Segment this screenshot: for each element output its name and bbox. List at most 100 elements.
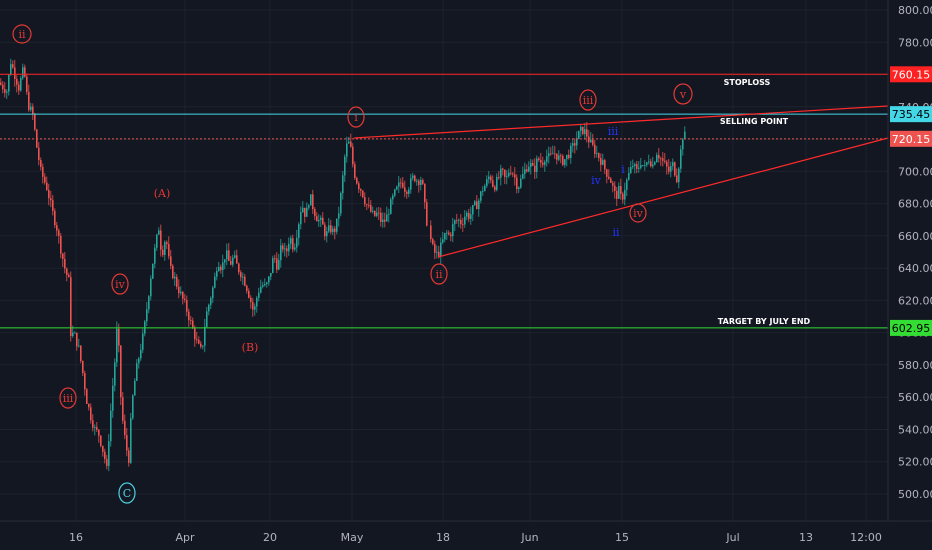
candle — [654, 160, 656, 166]
candle-body — [194, 328, 196, 340]
candle-body — [530, 162, 532, 167]
candle-body — [116, 328, 118, 363]
candle — [538, 156, 540, 162]
candle-body — [294, 247, 296, 250]
candle — [54, 208, 56, 229]
candle-body — [666, 161, 668, 167]
candle — [388, 208, 390, 223]
candle-body — [456, 220, 458, 222]
candle-body — [268, 276, 270, 283]
candle — [38, 142, 40, 166]
candle — [84, 370, 86, 396]
wave-label-text: C — [123, 487, 131, 500]
candle-body — [672, 162, 674, 167]
candle — [584, 123, 586, 140]
candle-body — [630, 167, 632, 174]
candle-body — [26, 76, 28, 93]
wave-label-circle — [111, 273, 129, 295]
candle-body — [470, 214, 472, 219]
candle-body — [330, 225, 332, 233]
price-tick-label: 640.00 — [898, 262, 932, 275]
candle-body — [482, 191, 484, 192]
horizontal-levels[interactable]: STOPLOSS SELLING POINT TARGET BY JULY END — [0, 73, 888, 329]
candle-body — [668, 166, 670, 172]
candle-body — [386, 214, 388, 222]
candle-body — [254, 306, 256, 310]
candle — [522, 166, 524, 180]
candle-body — [506, 176, 508, 177]
candle-body — [560, 155, 562, 157]
candle-body — [226, 250, 228, 260]
candle — [120, 345, 122, 406]
candle-body — [644, 164, 646, 166]
candle — [96, 421, 98, 432]
candle-body — [474, 201, 476, 206]
trend-lines[interactable] — [353, 105, 889, 258]
wave-label: iii — [59, 387, 77, 409]
candle — [606, 168, 608, 184]
candle-body — [218, 266, 220, 271]
candle — [496, 173, 498, 192]
candle-body — [54, 210, 56, 226]
candle — [552, 145, 554, 155]
candle — [386, 206, 388, 222]
candle-body — [314, 209, 316, 217]
wave-label-text: v — [679, 88, 687, 101]
candle-body — [382, 219, 384, 222]
candle — [224, 259, 226, 270]
candle — [530, 159, 532, 175]
candle — [300, 206, 302, 230]
candle-body — [176, 276, 178, 287]
time-tick-label: May — [341, 531, 364, 544]
candle — [182, 290, 184, 305]
candle — [320, 215, 322, 228]
wave-label-circle — [59, 387, 77, 409]
wave-label-circle — [629, 203, 647, 223]
candle — [456, 213, 458, 224]
wave-label: iii — [579, 89, 597, 111]
candle-body — [154, 247, 156, 264]
candle — [256, 295, 258, 313]
candle — [200, 340, 202, 349]
candle-body — [416, 180, 418, 182]
candle — [546, 149, 548, 167]
candle — [118, 323, 120, 353]
candle — [580, 124, 582, 137]
candle-body — [460, 219, 462, 225]
time-tick-label: 12:00 — [850, 531, 882, 544]
candle-body — [286, 248, 288, 252]
candle-body — [306, 207, 308, 217]
candle-body — [568, 154, 570, 158]
candle — [198, 336, 200, 345]
candle — [250, 295, 252, 309]
candle-body — [170, 256, 172, 266]
candle — [490, 174, 492, 184]
candle-body — [8, 74, 10, 92]
candle — [342, 170, 344, 200]
candle — [618, 182, 620, 199]
candle — [368, 197, 370, 209]
candle-body — [312, 194, 314, 210]
candle-body — [126, 435, 128, 451]
candle-body — [368, 205, 370, 206]
candle-body — [608, 176, 610, 179]
candle — [444, 232, 446, 243]
candle-body — [30, 106, 32, 110]
candle-body — [572, 143, 574, 146]
candle-body — [204, 326, 206, 346]
price-tick-label: 500.00 — [898, 488, 932, 501]
candle — [190, 315, 192, 325]
candle — [260, 279, 262, 294]
candle — [76, 332, 78, 351]
candle — [126, 427, 128, 457]
time-axis[interactable]: 16 Apr 20 May 18 Jun 15 Jul 13 12:00 — [69, 531, 882, 544]
candle — [106, 454, 108, 470]
candle-body — [574, 143, 576, 146]
candle-body — [670, 166, 672, 172]
candle — [222, 254, 224, 278]
candle — [678, 167, 680, 189]
candle-body — [162, 249, 164, 255]
candle-body — [98, 429, 100, 436]
candle — [26, 73, 28, 95]
